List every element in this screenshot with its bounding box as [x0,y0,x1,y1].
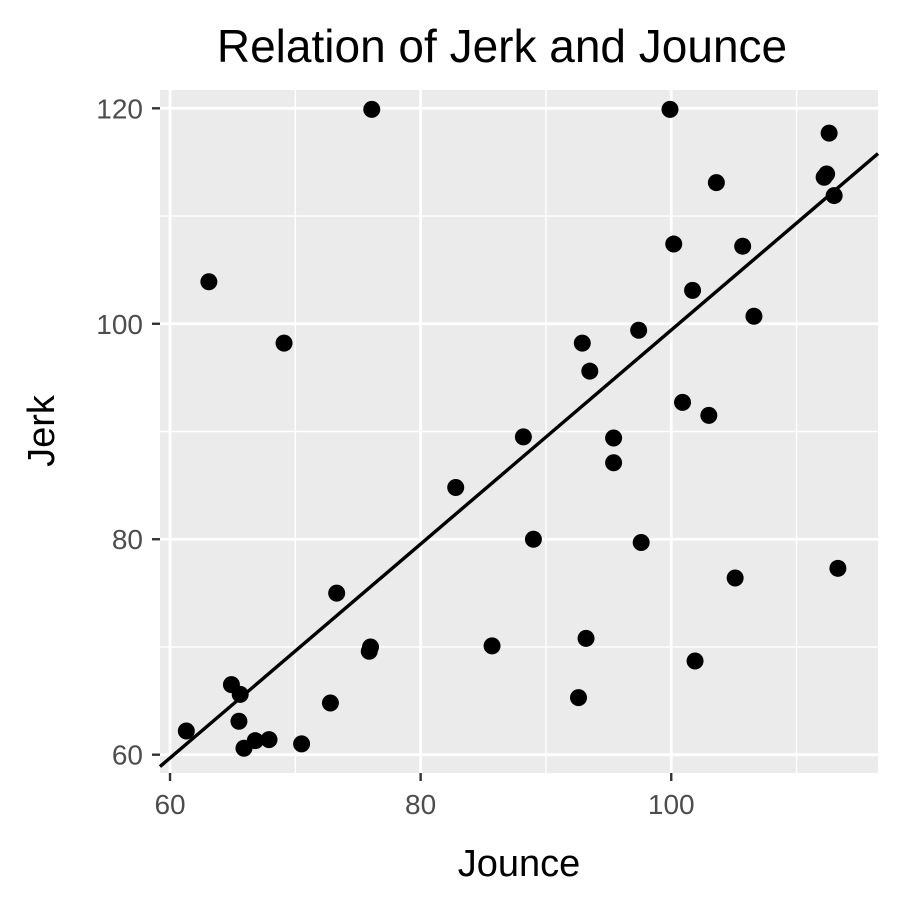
regression-line [158,152,880,768]
y-tick-label: 100 [96,309,143,340]
data-point [745,307,763,325]
data-point [328,584,346,602]
data-point [820,124,838,142]
x-tick-label: 80 [405,789,436,820]
data-point [447,479,465,497]
data-point [573,334,591,352]
data-point [570,689,588,707]
data-point [630,321,648,339]
fit-line-layer [158,152,880,768]
data-point [231,685,249,703]
data-point [632,533,650,551]
data-point [483,637,501,655]
data-point [581,362,599,380]
data-point [825,187,843,205]
data-point [275,334,293,352]
minor-gridlines [160,90,878,773]
data-point [665,235,683,253]
y-axis: 60 80 100 120 [96,93,160,771]
data-point [734,237,752,255]
x-axis: 60 80 100 [154,773,695,820]
data-point [321,694,339,712]
data-point [700,406,718,424]
data-point [524,530,542,548]
data-point [200,273,218,291]
data-point [577,629,595,647]
data-point [605,429,623,447]
data-point [177,722,195,740]
data-point [260,731,278,749]
y-tick-label: 80 [112,524,143,555]
data-point [661,100,679,118]
x-tick-label: 60 [154,789,185,820]
data-point [514,428,532,446]
data-point [674,393,692,411]
data-point [230,712,248,730]
y-tick-label: 60 [112,740,143,771]
data-point [293,735,311,753]
data-point [707,174,725,192]
data-point [829,559,847,577]
data-point [605,454,623,472]
data-point [363,100,381,118]
data-point [686,652,704,670]
chart-title: Relation of Jerk and Jounce [217,20,787,72]
data-point [362,638,380,656]
data-point [246,732,264,750]
y-tick-label: 120 [96,93,143,124]
x-axis-title: Jounce [458,843,581,885]
y-axis-title: Jerk [21,394,63,467]
data-point [726,569,744,587]
data-point [818,165,836,183]
x-tick-label: 100 [648,789,695,820]
data-point [684,281,702,299]
points-layer [177,100,847,757]
major-gridlines [160,90,878,773]
